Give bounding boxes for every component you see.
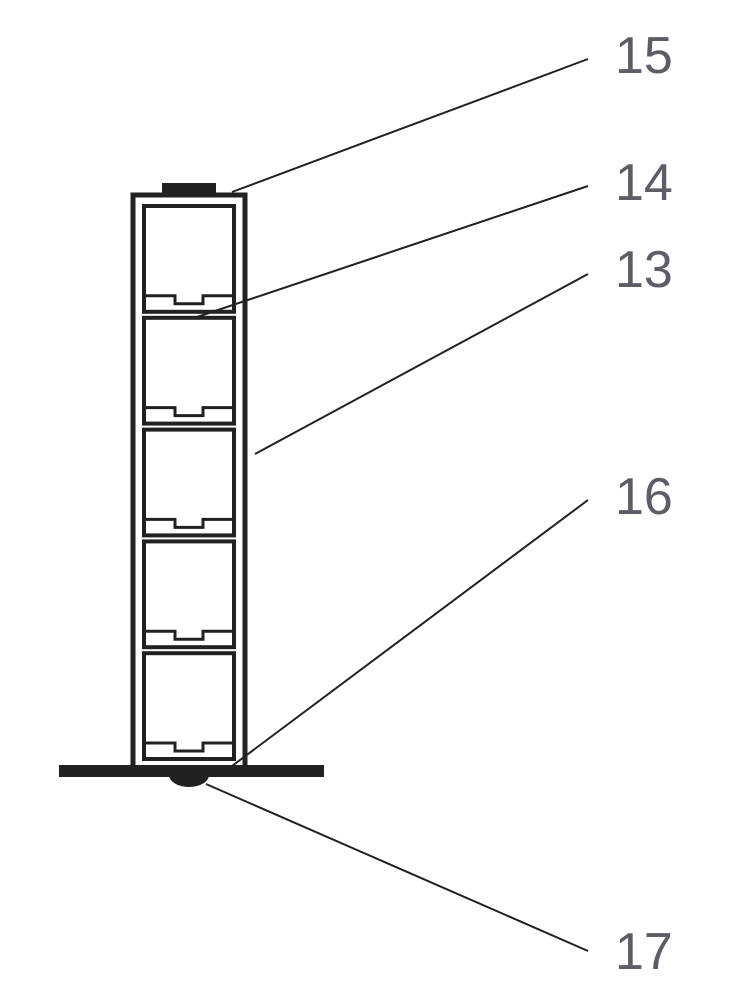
label-15: 15 — [615, 26, 673, 86]
label-13: 13 — [615, 240, 673, 300]
label-14: 14 — [615, 153, 673, 213]
label-17: 17 — [615, 922, 673, 982]
label-16: 16 — [615, 467, 673, 527]
